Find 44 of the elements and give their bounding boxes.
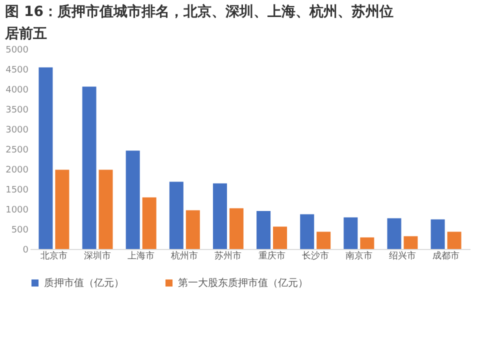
bar [142, 197, 156, 249]
y-tick-label: 1000 [6, 206, 29, 216]
bar [55, 170, 70, 249]
x-tick-label: 南京市 [345, 250, 372, 262]
legend-label: 第一大股东质押市值（亿元） [178, 277, 308, 289]
bar [186, 210, 200, 249]
y-tick-label: 2500 [6, 146, 29, 156]
y-tick-label: 500 [11, 226, 29, 236]
bar [273, 226, 288, 249]
bar [447, 232, 462, 249]
bar [300, 214, 314, 249]
x-tick-label: 长沙市 [302, 250, 329, 262]
x-tick-label: 杭州市 [170, 250, 198, 262]
bar [98, 170, 113, 249]
y-tick-label: 4500 [6, 66, 29, 76]
bar [430, 219, 445, 249]
bar [360, 237, 374, 249]
x-tick-label: 北京市 [40, 250, 68, 262]
bar [316, 232, 331, 249]
bar [256, 211, 271, 249]
y-tick-label: 4000 [6, 86, 29, 96]
legend-label: 质押市值（亿元） [44, 277, 124, 289]
x-tick-label: 苏州市 [214, 250, 242, 262]
bar [229, 208, 244, 249]
bar [344, 217, 358, 249]
bar [126, 150, 140, 249]
bar [38, 67, 53, 249]
x-tick-label: 重庆市 [258, 250, 286, 262]
x-tick-label: 深圳市 [84, 250, 112, 262]
bar [387, 218, 402, 249]
bar [82, 86, 96, 249]
y-tick-label: 2000 [6, 166, 29, 176]
bar [404, 236, 418, 249]
bar [169, 182, 184, 249]
x-tick-label: 上海市 [128, 250, 155, 262]
bar [212, 183, 227, 249]
y-tick-label: 1500 [6, 186, 29, 196]
y-tick-label: 5000 [6, 46, 29, 56]
chart-title: 图 16：质押市值城市排名，北京、深圳、上海、杭州、苏州位居前五 [4, 3, 394, 42]
x-tick-label: 绍兴市 [388, 250, 416, 262]
y-tick-label: 3000 [6, 126, 29, 136]
y-tick-label: 0 [22, 246, 29, 256]
x-tick-label: 成都市 [432, 250, 460, 262]
y-tick-label: 3500 [6, 106, 29, 116]
